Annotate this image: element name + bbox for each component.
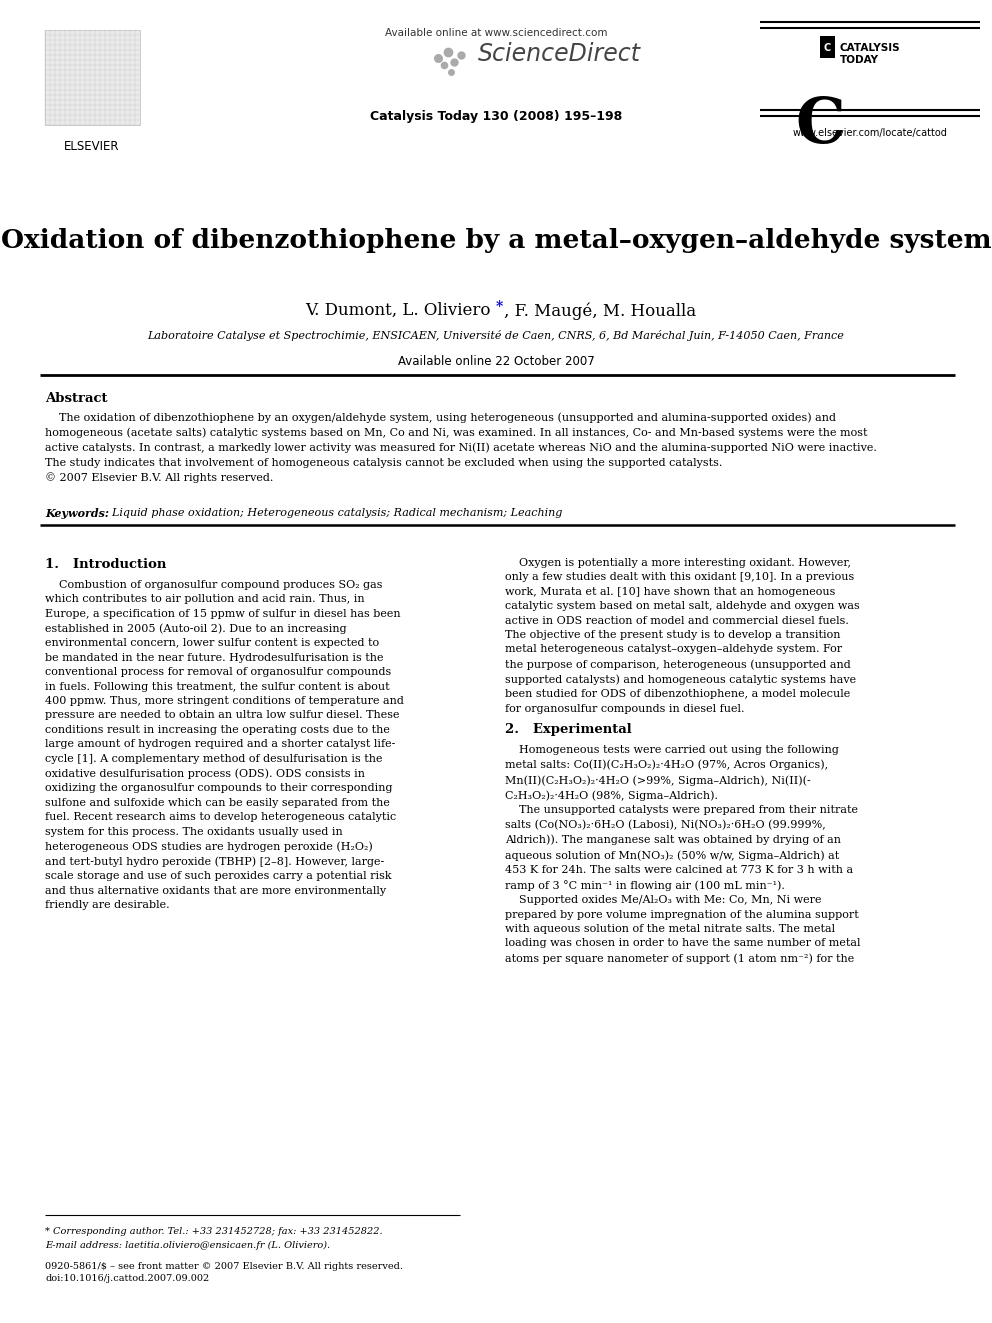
- Text: Combustion of organosulfur compound produces SO₂ gas
which contributes to air po: Combustion of organosulfur compound prod…: [45, 579, 404, 910]
- Text: ELSEVIER: ELSEVIER: [64, 140, 120, 153]
- Text: Oxidation of dibenzothiophene by a metal–oxygen–aldehyde system: Oxidation of dibenzothiophene by a metal…: [1, 228, 991, 253]
- Text: doi:10.1016/j.cattod.2007.09.002: doi:10.1016/j.cattod.2007.09.002: [45, 1274, 209, 1283]
- Text: Available online at www.sciencedirect.com: Available online at www.sciencedirect.co…: [385, 28, 607, 38]
- Text: * Corresponding author. Tel.: +33 231452728; fax: +33 231452822.: * Corresponding author. Tel.: +33 231452…: [45, 1226, 383, 1236]
- Text: Liquid phase oxidation; Heterogeneous catalysis; Radical mechanism; Leaching: Liquid phase oxidation; Heterogeneous ca…: [105, 508, 562, 519]
- Text: 1.   Introduction: 1. Introduction: [45, 558, 167, 572]
- Text: Oxygen is potentially a more interesting oxidant. However,
only a few studies de: Oxygen is potentially a more interesting…: [505, 558, 860, 713]
- Bar: [820, 36, 835, 58]
- Text: www.elsevier.com/locate/cattod: www.elsevier.com/locate/cattod: [793, 128, 947, 138]
- Text: E-mail address: laetitia.oliviero@ensicaen.fr (L. Oliviero).: E-mail address: laetitia.oliviero@ensica…: [45, 1241, 330, 1250]
- Text: V. Dumont, L. Oliviero: V. Dumont, L. Oliviero: [306, 302, 496, 319]
- Text: Homogeneous tests were carried out using the following
metal salts: Co(II)(C₂H₃O: Homogeneous tests were carried out using…: [505, 745, 860, 963]
- Text: Available online 22 October 2007: Available online 22 October 2007: [398, 355, 594, 368]
- Text: Keywords:: Keywords:: [45, 508, 109, 519]
- Text: ScienceDirect: ScienceDirect: [478, 42, 641, 66]
- Bar: [45, 30, 140, 124]
- Text: 0920-5861/$ – see front matter © 2007 Elsevier B.V. All rights reserved.: 0920-5861/$ – see front matter © 2007 El…: [45, 1262, 403, 1271]
- Text: C: C: [823, 44, 830, 53]
- Text: CATALYSIS
TODAY: CATALYSIS TODAY: [840, 44, 901, 65]
- Text: Laboratoire Catalyse et Spectrochimie, ENSICAEN, Université de Caen, CNRS, 6, Bd: Laboratoire Catalyse et Spectrochimie, E…: [148, 329, 844, 341]
- Text: 2.   Experimental: 2. Experimental: [505, 722, 632, 736]
- Text: Abstract: Abstract: [45, 392, 107, 405]
- Text: *: *: [496, 300, 503, 314]
- Text: , F. Maugé, M. Houalla: , F. Maugé, M. Houalla: [504, 302, 696, 319]
- Text: C: C: [795, 95, 845, 156]
- Text: Catalysis Today 130 (2008) 195–198: Catalysis Today 130 (2008) 195–198: [370, 110, 622, 123]
- Text: The oxidation of dibenzothiophene by an oxygen/aldehyde system, using heterogene: The oxidation of dibenzothiophene by an …: [45, 411, 877, 483]
